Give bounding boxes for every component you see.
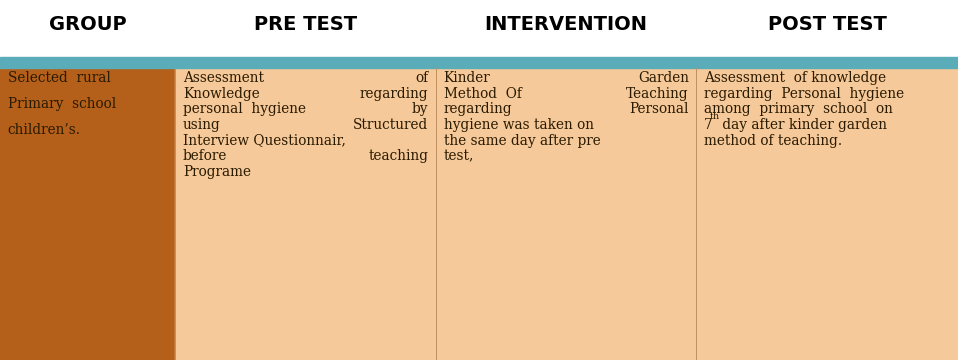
Text: Kinder: Kinder: [444, 71, 490, 85]
Text: day after kinder garden: day after kinder garden: [718, 118, 887, 132]
Text: among  primary  school  on: among primary school on: [704, 102, 893, 116]
Text: Selected  rural
Primary  school
children’s.: Selected rural Primary school children’s…: [8, 71, 116, 137]
Text: teaching: teaching: [368, 149, 428, 163]
Text: Structured: Structured: [353, 118, 428, 132]
Text: INTERVENTION: INTERVENTION: [485, 15, 648, 35]
Text: Method  Of: Method Of: [444, 86, 521, 100]
Text: GROUP: GROUP: [49, 15, 126, 35]
Bar: [175, 68, 436, 360]
Text: Interview Questionnair,: Interview Questionnair,: [183, 134, 346, 148]
Text: before: before: [183, 149, 227, 163]
Text: th: th: [710, 112, 719, 121]
Text: Teaching: Teaching: [627, 86, 689, 100]
Text: method of teaching.: method of teaching.: [704, 134, 842, 148]
Text: PRE TEST: PRE TEST: [254, 15, 357, 35]
Bar: [436, 68, 696, 360]
Text: by: by: [412, 102, 428, 116]
Text: POST TEST: POST TEST: [767, 15, 887, 35]
Text: Assessment: Assessment: [183, 71, 264, 85]
Text: Personal: Personal: [629, 102, 689, 116]
Text: Knowledge: Knowledge: [183, 86, 260, 100]
Bar: [0, 68, 175, 360]
Text: test,: test,: [444, 149, 474, 163]
Bar: [696, 68, 958, 360]
Text: Programe: Programe: [183, 165, 251, 179]
Text: regarding  Personal  hygiene: regarding Personal hygiene: [704, 86, 904, 100]
Text: personal  hygiene: personal hygiene: [183, 102, 306, 116]
Text: of: of: [415, 71, 428, 85]
Bar: [0, 57, 958, 68]
Text: hygiene was taken on: hygiene was taken on: [444, 118, 594, 132]
Text: Garden: Garden: [638, 71, 689, 85]
Text: using: using: [183, 118, 220, 132]
Text: 7: 7: [704, 118, 713, 132]
Text: Assessment  of knowledge: Assessment of knowledge: [704, 71, 886, 85]
Text: the same day after pre: the same day after pre: [444, 134, 601, 148]
Text: regarding: regarding: [444, 102, 513, 116]
Text: regarding: regarding: [359, 86, 428, 100]
